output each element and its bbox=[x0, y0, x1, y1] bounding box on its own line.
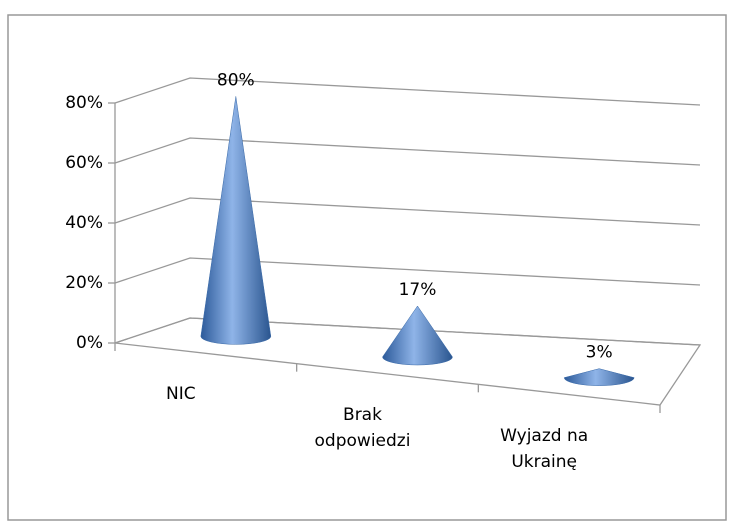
grid-line bbox=[114, 77, 701, 106]
x-tick-label: NIC bbox=[166, 384, 196, 405]
grid-line bbox=[114, 257, 701, 286]
grid-line bbox=[114, 137, 701, 166]
data-label: 80% bbox=[217, 70, 255, 90]
y-tick-label: 60% bbox=[65, 153, 103, 173]
cone bbox=[382, 305, 453, 366]
grid-line bbox=[114, 317, 701, 346]
y-tick-label: 40% bbox=[65, 213, 103, 233]
data-label: 17% bbox=[399, 280, 437, 300]
y-tick-label: 0% bbox=[76, 333, 103, 353]
cone bbox=[563, 368, 635, 386]
grid-line bbox=[114, 197, 701, 226]
y-tick-label: 80% bbox=[65, 93, 103, 113]
x-tick-label: Wyjazd na Ukrainę bbox=[500, 425, 589, 472]
cone bbox=[200, 96, 272, 345]
y-tick-label: 20% bbox=[65, 273, 103, 293]
data-label: 3% bbox=[586, 343, 613, 363]
x-tick-label: Brak odpowiedzi bbox=[314, 405, 411, 451]
